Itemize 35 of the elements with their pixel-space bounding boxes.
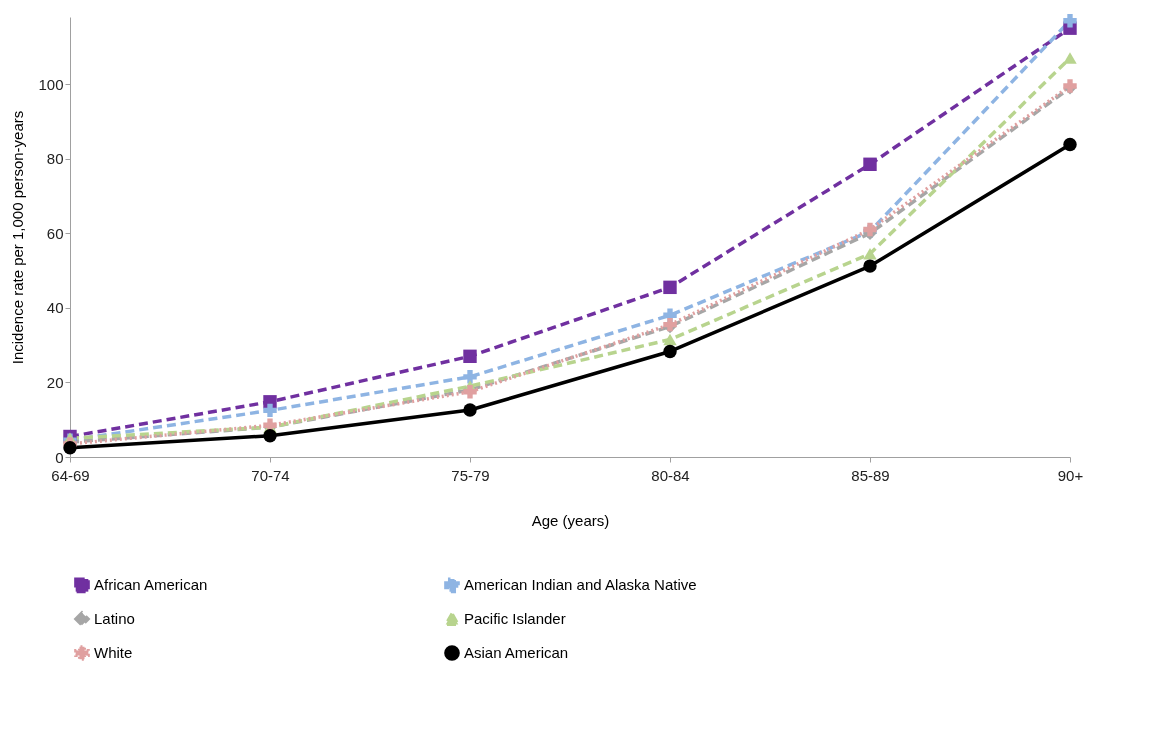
point [863,259,877,273]
point [263,429,277,443]
legend-label: Pacific Islander [464,610,566,627]
point [1063,14,1077,28]
point [1063,52,1077,64]
point [263,403,277,418]
legend-label: Latino [94,610,135,627]
y-tick-label: 0 [55,448,64,466]
x-tick-label: 90+ [1057,466,1084,484]
y-tick-label: 100 [38,75,64,93]
y-tick-label: 20 [46,373,64,391]
legend-label: African American [94,576,208,594]
x-axis-title: Age (years) [531,511,610,529]
point [663,344,677,359]
x-tick-label: 75-79 [451,466,490,484]
point [463,403,477,417]
point [663,333,677,346]
legend-label: American Indian and Alaska Native [464,576,697,594]
point [863,157,877,171]
y-tick-label: 80 [46,150,64,168]
legend-label: White [94,644,133,661]
y-axis-title: Incidence rate per 1,000 person-years [9,110,27,365]
legend-label: Asian American [464,644,569,661]
y-tick-label: 40 [46,299,64,317]
x-tick-label: 64-69 [51,466,90,484]
x-tick-label: 80-84 [651,466,690,484]
x-tick-label: 70-74 [251,466,290,484]
x-tick-label: 85-89 [851,466,890,484]
point [463,370,477,384]
point [863,247,877,260]
point [463,349,477,364]
point [1063,137,1077,152]
point [63,440,77,455]
point [663,280,677,295]
y-tick-label: 60 [46,224,64,242]
